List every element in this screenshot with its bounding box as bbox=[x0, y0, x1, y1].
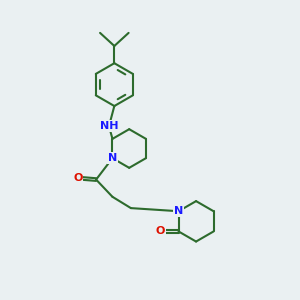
Text: N: N bbox=[174, 206, 183, 216]
Text: O: O bbox=[155, 226, 165, 236]
Text: N: N bbox=[108, 153, 117, 163]
Text: O: O bbox=[73, 173, 82, 183]
Text: NH: NH bbox=[100, 121, 118, 131]
